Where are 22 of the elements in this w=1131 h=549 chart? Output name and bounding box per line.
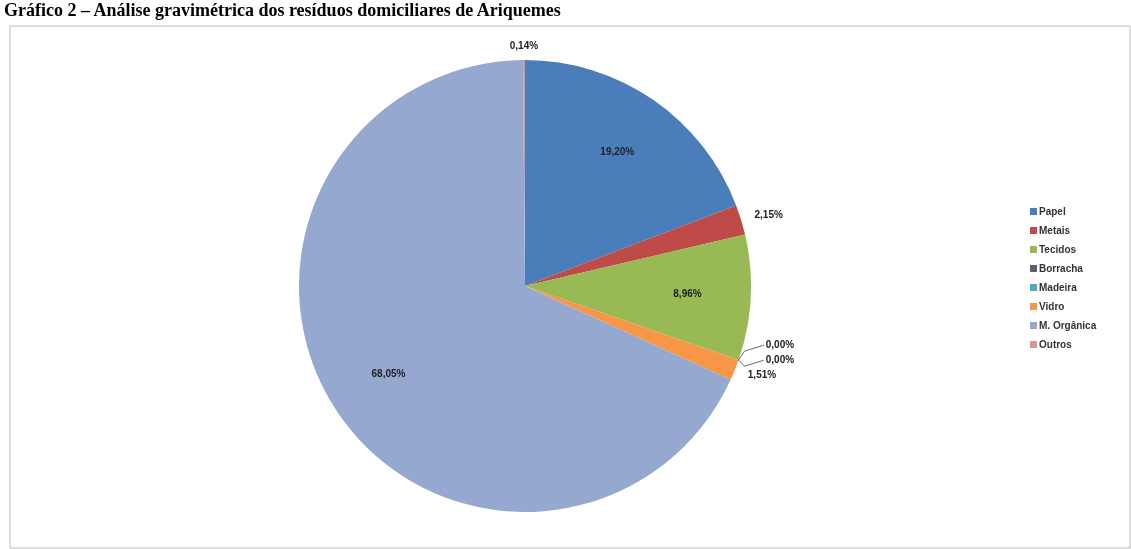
data-label: 19,20% — [600, 145, 635, 157]
data-label: 0,14% — [509, 39, 539, 51]
legend-label: Madeira — [1039, 281, 1078, 293]
legend-label: M. Orgânica — [1039, 319, 1097, 331]
legend-label: Tecidos — [1039, 243, 1077, 255]
legend-label: Metais — [1039, 224, 1071, 236]
pie-slice — [299, 60, 731, 512]
pie-slice — [525, 286, 739, 380]
pie-slice — [525, 234, 751, 360]
chart-title: Gráfico 2 – Análise gravimétrica dos resíduos domiciliares de Ariquemes — [4, 0, 561, 20]
pie-slice — [525, 60, 737, 286]
pie-slice — [525, 205, 746, 286]
legend-label: Vidro — [1039, 300, 1065, 312]
text: 0,00% — [765, 338, 795, 350]
data-label: 68,05% — [371, 368, 406, 380]
text: 0,00% — [765, 353, 795, 365]
data-label: 1,51% — [747, 368, 777, 380]
legend-label: Borracha — [1039, 262, 1084, 274]
data-label: 8,96% — [673, 288, 702, 300]
legend-label: Papel — [1039, 205, 1066, 217]
legend-label: Outros — [1039, 338, 1073, 350]
data-label: 2,15% — [754, 209, 783, 221]
